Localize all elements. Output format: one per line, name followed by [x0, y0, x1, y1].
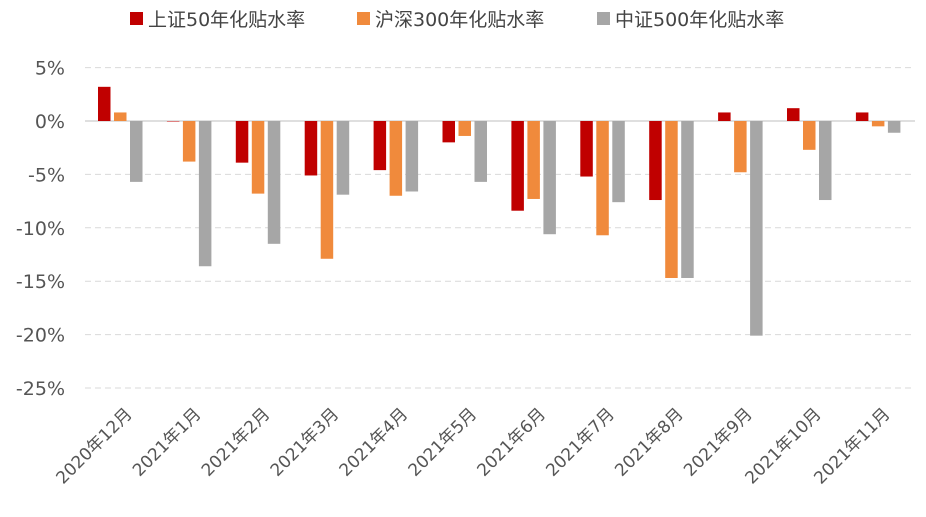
y-tick-label: -10%: [16, 218, 65, 240]
chart-bars: [98, 86, 901, 336]
bar-2-4: [320, 121, 334, 259]
y-tick-label: 5%: [35, 58, 65, 80]
y-tick-label: -15%: [16, 271, 65, 293]
bar-3-6: [474, 121, 487, 182]
bar-3-12: [887, 121, 901, 133]
x-tick-label: 2021年1月: [129, 404, 205, 480]
bar-3-11: [819, 121, 832, 201]
bar-3-8: [612, 121, 625, 203]
bar-3-4: [336, 121, 350, 195]
bar-2-3: [251, 121, 265, 194]
y-axis: 5% 0% -5% -10% -15% -20% -25%: [16, 58, 65, 400]
chart-legend: 上证50年化贴水率 沪深300年化贴水率 中证500年化贴水率: [130, 9, 784, 31]
bar-1-10: [718, 112, 731, 121]
bar-1-4: [304, 121, 318, 176]
x-tick-label: 2021年6月: [474, 404, 550, 480]
chart-gridlines: [85, 67, 915, 389]
bar-2-6: [458, 121, 471, 136]
bar-2-7: [527, 121, 540, 199]
bar-1-6: [442, 121, 455, 143]
bar-1-5: [373, 121, 387, 171]
bar-2-11: [803, 121, 816, 150]
x-axis: 2020年12月2021年1月2021年2月2021年3月2021年4月2021…: [52, 404, 894, 488]
y-tick-label: -20%: [16, 325, 65, 347]
legend-label: 沪深300年化贴水率: [375, 9, 544, 31]
legend-label: 中证500年化贴水率: [615, 9, 784, 31]
legend-swatch: [357, 12, 370, 25]
bar-1-1: [98, 86, 111, 121]
bar-3-7: [543, 121, 556, 235]
x-tick-label: 2021年7月: [542, 404, 618, 480]
bar-1-12: [855, 112, 869, 121]
bar-3-3: [267, 121, 281, 244]
x-tick-label: 2021年3月: [267, 404, 343, 480]
legend-label: 上证50年化贴水率: [148, 9, 305, 31]
bar-1-7: [511, 121, 524, 211]
x-tick-label: 2021年5月: [405, 404, 481, 480]
bar-2-5: [389, 121, 403, 196]
bar-2-8: [596, 121, 609, 236]
bar-2-12: [871, 121, 885, 127]
x-tick-label: 2021年8月: [611, 404, 687, 480]
bar-2-2: [182, 121, 196, 162]
bar-1-9: [649, 121, 662, 201]
bar-1-3: [235, 121, 249, 163]
bar-2-10: [734, 121, 747, 173]
bar-3-5: [405, 121, 419, 192]
legend-swatch: [130, 12, 143, 25]
bar-2-9: [665, 121, 678, 278]
y-tick-label: 0%: [35, 111, 65, 133]
bar-2-1: [114, 112, 127, 121]
x-tick-label: 2021年4月: [336, 404, 412, 480]
bar-1-11: [787, 108, 800, 121]
legend-swatch: [597, 12, 610, 25]
y-tick-label: -25%: [16, 378, 65, 400]
y-tick-label: -5%: [28, 164, 65, 186]
bar-3-2: [198, 121, 212, 267]
bar-1-8: [580, 121, 593, 177]
bar-3-1: [130, 121, 143, 182]
bar-1-2: [166, 121, 180, 122]
bar-3-10: [750, 121, 763, 336]
x-tick-label: 2020年12月: [52, 404, 136, 488]
bar-3-9: [681, 121, 694, 278]
x-tick-label: 2021年2月: [198, 404, 274, 480]
